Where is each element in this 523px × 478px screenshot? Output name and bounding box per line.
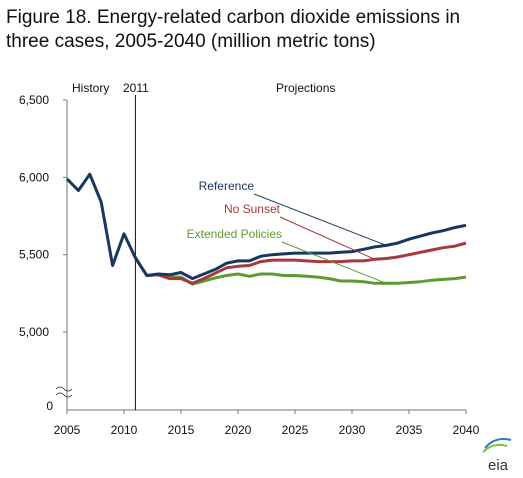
series-line-reference: [134, 223, 467, 281]
logo-swoosh: [482, 443, 508, 453]
axis-break-mark: [55, 386, 73, 392]
history-line: [65, 172, 137, 267]
axis-break-mark: [55, 392, 73, 398]
y-tick-label: 6,500: [19, 93, 49, 107]
x-tick-label: 2010: [111, 423, 138, 437]
y-tick-label: 5,500: [19, 248, 49, 262]
leader-line-reference: [253, 193, 387, 246]
leader-line-extended-policies: [281, 241, 387, 284]
x-tick-label: 2040: [453, 423, 480, 437]
y-tick-label: 6,000: [19, 170, 49, 184]
series-label-extended-policies: Extended Policies: [187, 227, 282, 241]
x-tick-label: 2015: [168, 423, 195, 437]
projections-label: Projections: [276, 81, 335, 95]
divider-year-label: 2011: [123, 81, 149, 95]
chart-title-line-1: Figure 18. Energy-related carbon dioxide…: [6, 7, 461, 28]
chart-title: Figure 18. Energy-related carbon dioxide…: [6, 6, 476, 54]
series-label-reference: Reference: [199, 179, 255, 193]
logo-swoosh: [484, 438, 512, 449]
series-label-no-sunset: No Sunset: [224, 202, 281, 216]
x-tick-label: 2030: [339, 423, 366, 437]
y-tick-label-zero: 0: [46, 399, 53, 413]
chart-title-line-2: three cases, 2005-2040 (million metric t…: [6, 31, 376, 52]
eia-logo: eia: [482, 438, 512, 474]
series-lines: [65, 172, 467, 286]
leader-line-no-sunset: [279, 216, 376, 260]
x-tick-label: 2005: [54, 423, 81, 437]
x-tick-label: 2035: [396, 423, 423, 437]
history-label: History: [72, 81, 109, 95]
logo-text: eia: [488, 457, 509, 474]
x-tick-label: 2025: [282, 423, 309, 437]
series-line-no-sunset: [134, 241, 467, 285]
line-labels: Reference No Sunset Extended Policies: [187, 179, 387, 284]
y-tick-label: 5,000: [19, 325, 49, 339]
axes: [55, 99, 467, 414]
annotations: History 2011 Projections: [72, 81, 335, 95]
x-tick-label: 2020: [225, 423, 252, 437]
